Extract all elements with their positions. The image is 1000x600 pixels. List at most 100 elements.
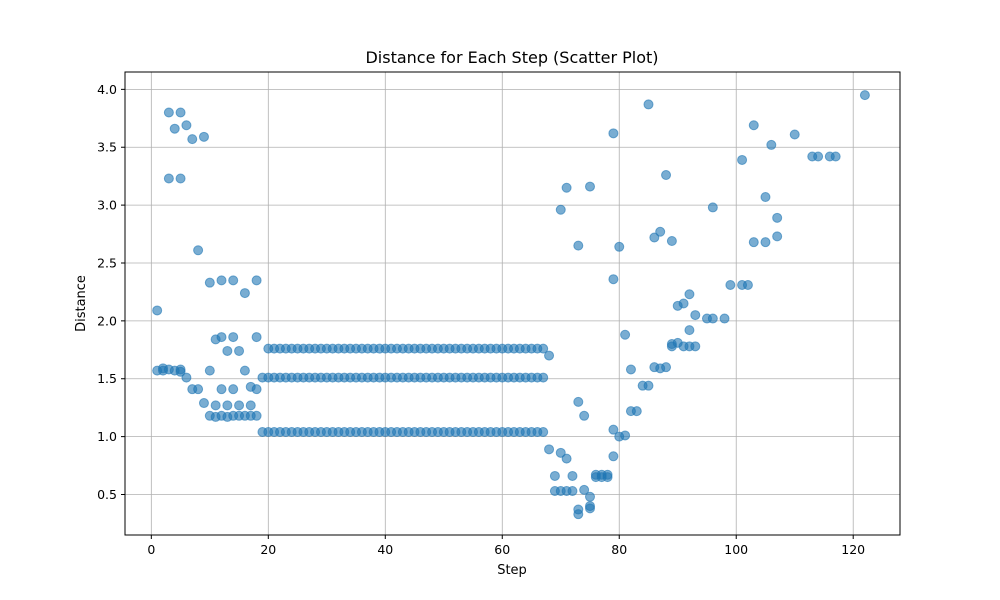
data-point: [608, 424, 619, 435]
data-point: [742, 279, 753, 290]
data-point: [216, 332, 227, 343]
data-point: [573, 509, 584, 520]
data-point: [567, 486, 578, 497]
data-point: [228, 275, 239, 286]
data-point: [239, 288, 250, 299]
data-point: [193, 245, 204, 256]
chart-title: Distance for Each Step (Scatter Plot): [365, 48, 658, 67]
data-point: [228, 332, 239, 343]
data-point: [204, 365, 215, 376]
x-tick-label: 0: [147, 542, 155, 557]
data-point: [245, 400, 256, 411]
data-point: [555, 447, 566, 458]
data-point: [625, 364, 636, 375]
data-point: [585, 491, 595, 502]
data-point: [175, 107, 186, 118]
data-point: [544, 350, 555, 361]
data-point: [538, 343, 549, 354]
data-point: [234, 345, 245, 356]
data-point: [707, 202, 718, 213]
data-point: [549, 470, 560, 481]
plot-frame: [124, 71, 901, 536]
data-point: [210, 400, 221, 411]
data-point: [251, 410, 262, 421]
data-point: [561, 453, 572, 464]
y-tick-label: 3.0: [97, 198, 117, 213]
data-point: [602, 472, 613, 483]
x-tick-label: 80: [611, 542, 627, 557]
data-point: [620, 430, 631, 441]
data-point: [678, 298, 689, 309]
data-point: [585, 503, 595, 514]
data-point: [585, 181, 595, 192]
data-point: [830, 151, 841, 162]
data-point: [631, 406, 642, 417]
data-point: [760, 192, 771, 203]
data-point: [766, 139, 777, 150]
y-tick-label: 1.5: [97, 371, 117, 386]
data-point: [748, 237, 759, 248]
data-point: [561, 182, 572, 193]
data-point: [544, 444, 555, 455]
data-point: [538, 372, 549, 383]
data-point: [216, 384, 227, 395]
data-point: [608, 451, 619, 462]
data-point: [760, 237, 771, 248]
data-point: [251, 332, 262, 343]
data-point: [181, 372, 192, 383]
data-point: [193, 384, 204, 395]
data-points: [152, 90, 870, 520]
data-point: [163, 107, 174, 118]
grid-lines: [125, 72, 900, 535]
data-point: [228, 384, 239, 395]
data-point: [573, 240, 584, 251]
data-point: [222, 400, 233, 411]
data-point: [198, 398, 209, 409]
data-point: [719, 313, 730, 324]
y-tick-label: 2.0: [97, 313, 117, 328]
data-point: [579, 484, 590, 495]
y-tick-label: 3.5: [97, 140, 117, 155]
data-point: [239, 365, 250, 376]
data-point: [737, 154, 748, 165]
data-point: [690, 310, 701, 321]
data-point: [608, 128, 619, 139]
data-point: [813, 151, 824, 162]
data-point: [216, 275, 227, 286]
x-tick-label: 120: [841, 542, 865, 557]
data-point: [707, 313, 718, 324]
x-tick-label: 60: [494, 542, 510, 557]
data-point: [608, 274, 619, 285]
data-point: [175, 366, 186, 377]
data-point: [666, 235, 677, 246]
data-point: [181, 120, 192, 131]
x-tick-label: 20: [260, 542, 276, 557]
data-point: [187, 134, 198, 145]
data-point: [643, 99, 654, 110]
data-point: [234, 400, 245, 411]
data-point: [725, 279, 736, 290]
data-point: [661, 170, 672, 181]
data-point: [748, 120, 759, 131]
data-point: [579, 410, 590, 421]
y-tick-label: 1.0: [97, 429, 117, 444]
data-point: [859, 90, 870, 101]
data-point: [163, 173, 174, 184]
y-tick-label: 2.5: [97, 255, 117, 270]
data-point: [620, 329, 631, 340]
data-point: [555, 204, 566, 215]
data-point: [684, 325, 695, 336]
y-tick-label: 4.0: [97, 82, 117, 97]
data-point: [251, 275, 262, 286]
data-point: [152, 305, 163, 316]
data-point: [567, 470, 578, 481]
data-point: [573, 396, 584, 407]
y-tick-label: 0.5: [97, 487, 117, 502]
data-point: [198, 131, 209, 142]
data-point: [655, 226, 666, 237]
data-point: [684, 289, 695, 300]
y-axis-ticks: 0.5 1.0 1.5 2.0 2.5 3.0 3.5 4.0: [97, 82, 125, 502]
data-point: [175, 173, 186, 184]
data-point: [538, 426, 549, 437]
